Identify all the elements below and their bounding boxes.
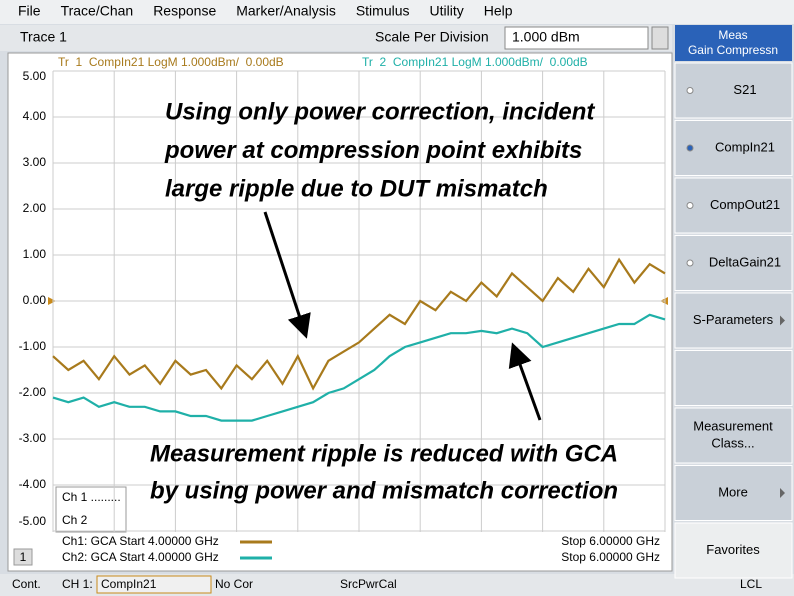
softkey-label: More xyxy=(718,484,748,499)
status-field xyxy=(96,575,212,594)
y-tick-label: -3.00 xyxy=(19,431,47,445)
submenu-arrow xyxy=(780,315,785,326)
softkey[interactable] xyxy=(674,522,793,579)
softkey-label: CompIn21 xyxy=(715,139,775,154)
y-tick-label: 4.00 xyxy=(23,109,47,123)
softkey-label: S21 xyxy=(733,82,756,97)
y-tick-label: 1.00 xyxy=(23,247,47,261)
softkey-label: CompOut21 xyxy=(710,197,780,212)
softkey-label: Class... xyxy=(711,435,754,450)
softkey-header-text: Meas xyxy=(718,28,747,42)
legend-entry: Tr 2 CompIn21 LogM 1.000dBm/ 0.00dB xyxy=(362,55,588,69)
softkey-label: DeltaGain21 xyxy=(709,254,781,269)
status-text: Cont. xyxy=(12,577,41,591)
softkey[interactable] xyxy=(674,292,793,349)
softkey-label: Measurement xyxy=(693,418,773,433)
ch1-start: Ch1: GCA Start 4.00000 GHz xyxy=(62,534,219,548)
y-tick-label: 5.00 xyxy=(23,69,47,83)
menu-item[interactable]: Trace/Chan xyxy=(61,3,134,19)
status-text: SrcPwrCal xyxy=(340,577,397,591)
annotation: by using power and mismatch correction xyxy=(150,477,618,504)
ch2-stop: Stop 6.00000 GHz xyxy=(561,550,660,564)
y-tick-label: 3.00 xyxy=(23,155,47,169)
softkey-header xyxy=(675,25,792,61)
ch2-start: Ch2: GCA Start 4.00000 GHz xyxy=(62,550,219,564)
menu-item[interactable]: Stimulus xyxy=(356,3,410,19)
trace-line xyxy=(52,257,666,391)
status-text: No Cor xyxy=(215,577,253,591)
softkey[interactable] xyxy=(674,235,793,291)
menu-item[interactable]: Response xyxy=(153,3,216,19)
y-tick-label: -2.00 xyxy=(19,385,47,399)
status-text: LCL xyxy=(740,577,762,591)
softkey[interactable] xyxy=(674,62,793,119)
submenu-arrow xyxy=(780,488,785,498)
legend-entry: Tr 1 CompIn21 LogM 1.000dBm/ 0.00dB xyxy=(58,55,284,69)
radio xyxy=(686,259,694,267)
arrow xyxy=(263,211,311,339)
softkey[interactable] xyxy=(674,177,793,234)
radio xyxy=(686,202,694,209)
scale-input[interactable] xyxy=(504,26,649,50)
y-tick-label: -5.00 xyxy=(19,514,47,528)
spinner[interactable] xyxy=(651,26,669,50)
ref-marker xyxy=(48,297,56,305)
scale-label: Scale Per Division xyxy=(375,29,489,45)
y-tick-label: 2.00 xyxy=(23,201,47,215)
radio xyxy=(686,144,694,152)
softkey-label: S-Parameters xyxy=(693,312,774,327)
arrow xyxy=(508,342,542,421)
menu-item[interactable]: Marker/Analysis xyxy=(236,3,336,19)
annotation: power at compression point exhibits xyxy=(164,137,582,164)
window-tab[interactable] xyxy=(13,548,33,566)
trace-line xyxy=(52,313,666,422)
y-tick-label: -4.00 xyxy=(19,477,47,491)
ch1-label: Ch 1 ......... xyxy=(62,490,121,504)
annotation: large ripple due to DUT mismatch xyxy=(165,175,548,202)
status-text: CH 1: xyxy=(62,577,93,591)
annotation: Measurement ripple is reduced with GCA xyxy=(150,440,618,467)
annotation: Using only power correction, incident xyxy=(165,98,595,125)
radio xyxy=(686,87,694,94)
window-number: 1 xyxy=(20,550,27,564)
y-tick-label: -1.00 xyxy=(19,339,47,353)
softkey[interactable] xyxy=(674,407,793,464)
status-text: CompIn21 xyxy=(101,577,157,591)
softkey-header-text: Gain Compressn xyxy=(688,43,778,57)
y-tick-label: 0.00 xyxy=(23,293,47,307)
softkey[interactable] xyxy=(674,120,793,176)
softkey-label: Favorites xyxy=(706,542,760,557)
menu-bar xyxy=(0,0,794,24)
softkey[interactable] xyxy=(674,350,793,406)
ch1-stop: Stop 6.00000 GHz xyxy=(561,534,660,548)
trace-label: Trace 1 xyxy=(20,29,67,45)
ch2-label: Ch 2 xyxy=(62,513,88,527)
menu-item[interactable]: Help xyxy=(484,3,513,19)
scale-value: 1.000 dBm xyxy=(512,29,580,45)
menu-item[interactable]: Utility xyxy=(430,3,464,19)
menu-item[interactable]: File xyxy=(18,3,41,19)
softkey[interactable] xyxy=(674,465,793,521)
